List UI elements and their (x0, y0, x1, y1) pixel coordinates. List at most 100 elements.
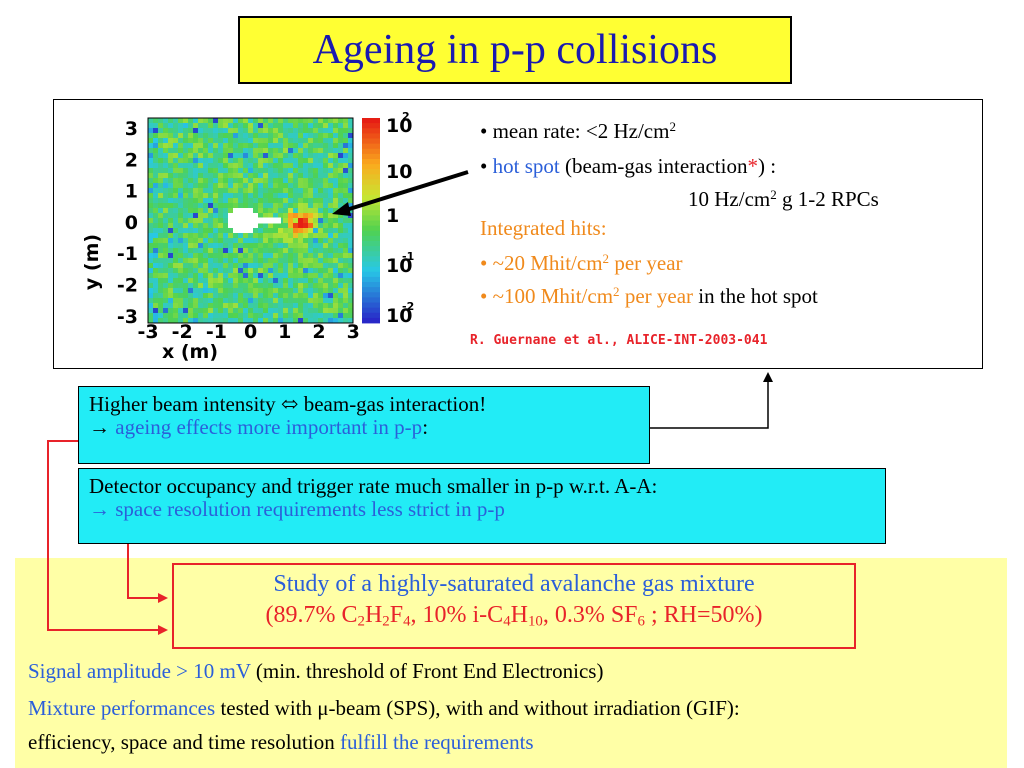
heatmap-cell (218, 178, 224, 184)
heatmap-cell (263, 273, 269, 279)
heatmap-cell (173, 213, 179, 219)
heatmap-cell (303, 163, 309, 169)
heatmap-cell (338, 138, 344, 144)
heatmap-cell (213, 303, 219, 309)
heatmap-cell (268, 193, 274, 199)
heatmap-cell (173, 223, 179, 229)
heatmap-cell (333, 173, 339, 179)
heatmap-cell (228, 188, 234, 194)
heatmap-cell (228, 218, 234, 224)
heatmap-cell (263, 233, 269, 239)
heatmap-cell (228, 123, 234, 129)
heatmap-cell (193, 303, 199, 309)
heatmap-cell (308, 303, 314, 309)
heatmap-cell (203, 158, 209, 164)
heatmap-cell (278, 128, 284, 134)
heatmap-cell (188, 143, 194, 149)
heatmap-cell (273, 248, 279, 254)
heatmap-cell (303, 128, 309, 134)
heatmap-cell (338, 228, 344, 234)
heatmap-cell (288, 293, 294, 299)
heatmap-cell (203, 188, 209, 194)
heatmap-cell (233, 178, 239, 184)
heatmap-cell (183, 218, 189, 224)
heatmap-cell (193, 253, 199, 259)
heatmap-cell (238, 153, 244, 159)
heatmap-cell (303, 253, 309, 259)
colorbar-segment (362, 174, 380, 180)
heatmap-cell (263, 158, 269, 164)
heatmap-cell (223, 243, 229, 249)
heatmap-cell (308, 213, 314, 219)
heatmap-cell (158, 168, 164, 174)
heatmap-cell (163, 238, 169, 244)
colorbar-segment (362, 153, 380, 160)
heatmap-cell (173, 278, 179, 284)
heatmap-cell (253, 228, 259, 234)
heatmap-cell (223, 123, 229, 129)
heatmap-cell (303, 138, 309, 144)
heatmap-cell (328, 273, 334, 279)
heatmap-cell (318, 253, 324, 259)
heatmap-cell (193, 153, 199, 159)
heatmap-cell (323, 158, 329, 164)
heatmap-cell (278, 263, 284, 269)
heatmap-cell (248, 298, 254, 304)
heatmap-cell (163, 288, 169, 294)
heatmap-cell (273, 203, 279, 209)
heatmap-cell (223, 143, 229, 149)
heatmap-cell (203, 218, 209, 224)
heatmap-cell (283, 273, 289, 279)
heatmap-cell (268, 223, 274, 229)
y-tick-label: -2 (117, 275, 138, 297)
heatmap-cell (148, 118, 154, 124)
heatmap-cell (323, 128, 329, 134)
heatmap-frame (147, 117, 354, 324)
heatmap-cell (148, 233, 154, 239)
heatmap-cell (268, 298, 274, 304)
heatmap-cell (318, 243, 324, 249)
heatmap-cell (218, 283, 224, 289)
heatmap-cell (288, 153, 294, 159)
heatmap-cell (203, 248, 209, 254)
heatmap-cell (323, 118, 329, 124)
heatmap-cell (283, 158, 289, 164)
heatmap-cell (308, 198, 314, 204)
heatmap-cell (233, 233, 239, 239)
heatmap-cell (268, 128, 274, 134)
heatmap-cell (248, 238, 254, 244)
heatmap-cell (203, 213, 209, 219)
heatmap-cell (223, 253, 229, 259)
heatmap-cell (348, 133, 354, 139)
heatmap-cell (283, 228, 289, 234)
heatmap-cell (313, 183, 319, 189)
heatmap-cell (223, 158, 229, 164)
heatmap-cell (238, 263, 244, 269)
heatmap-cell (323, 188, 329, 194)
heatmap-cell (203, 293, 209, 299)
heatmap-cell (208, 293, 214, 299)
heatmap-cell (228, 158, 234, 164)
heatmap-cell (178, 193, 184, 199)
heatmap-cell (348, 238, 354, 244)
heatmap-cell (168, 173, 174, 179)
heatmap-cell (318, 278, 324, 284)
heatmap-cell (253, 273, 259, 279)
heatmap-cell (193, 168, 199, 174)
heatmap-cell (343, 268, 349, 274)
heatmap-cell (313, 143, 319, 149)
heatmap-cell (223, 238, 229, 244)
heatmap-cell (148, 253, 154, 259)
heatmap-cell (273, 243, 279, 249)
heatmap-cell (243, 218, 249, 224)
heatmap-cell (148, 298, 154, 304)
heatmap-cell (233, 193, 239, 199)
heatmap-cell (153, 283, 159, 289)
heatmap-cell (198, 243, 204, 249)
heatmap-cell (323, 143, 329, 149)
heatmap-cell (233, 133, 239, 139)
heatmap-cell (323, 263, 329, 269)
heatmap-cell (263, 253, 269, 259)
heatmap-cell (203, 288, 209, 294)
heatmap-cell (338, 183, 344, 189)
